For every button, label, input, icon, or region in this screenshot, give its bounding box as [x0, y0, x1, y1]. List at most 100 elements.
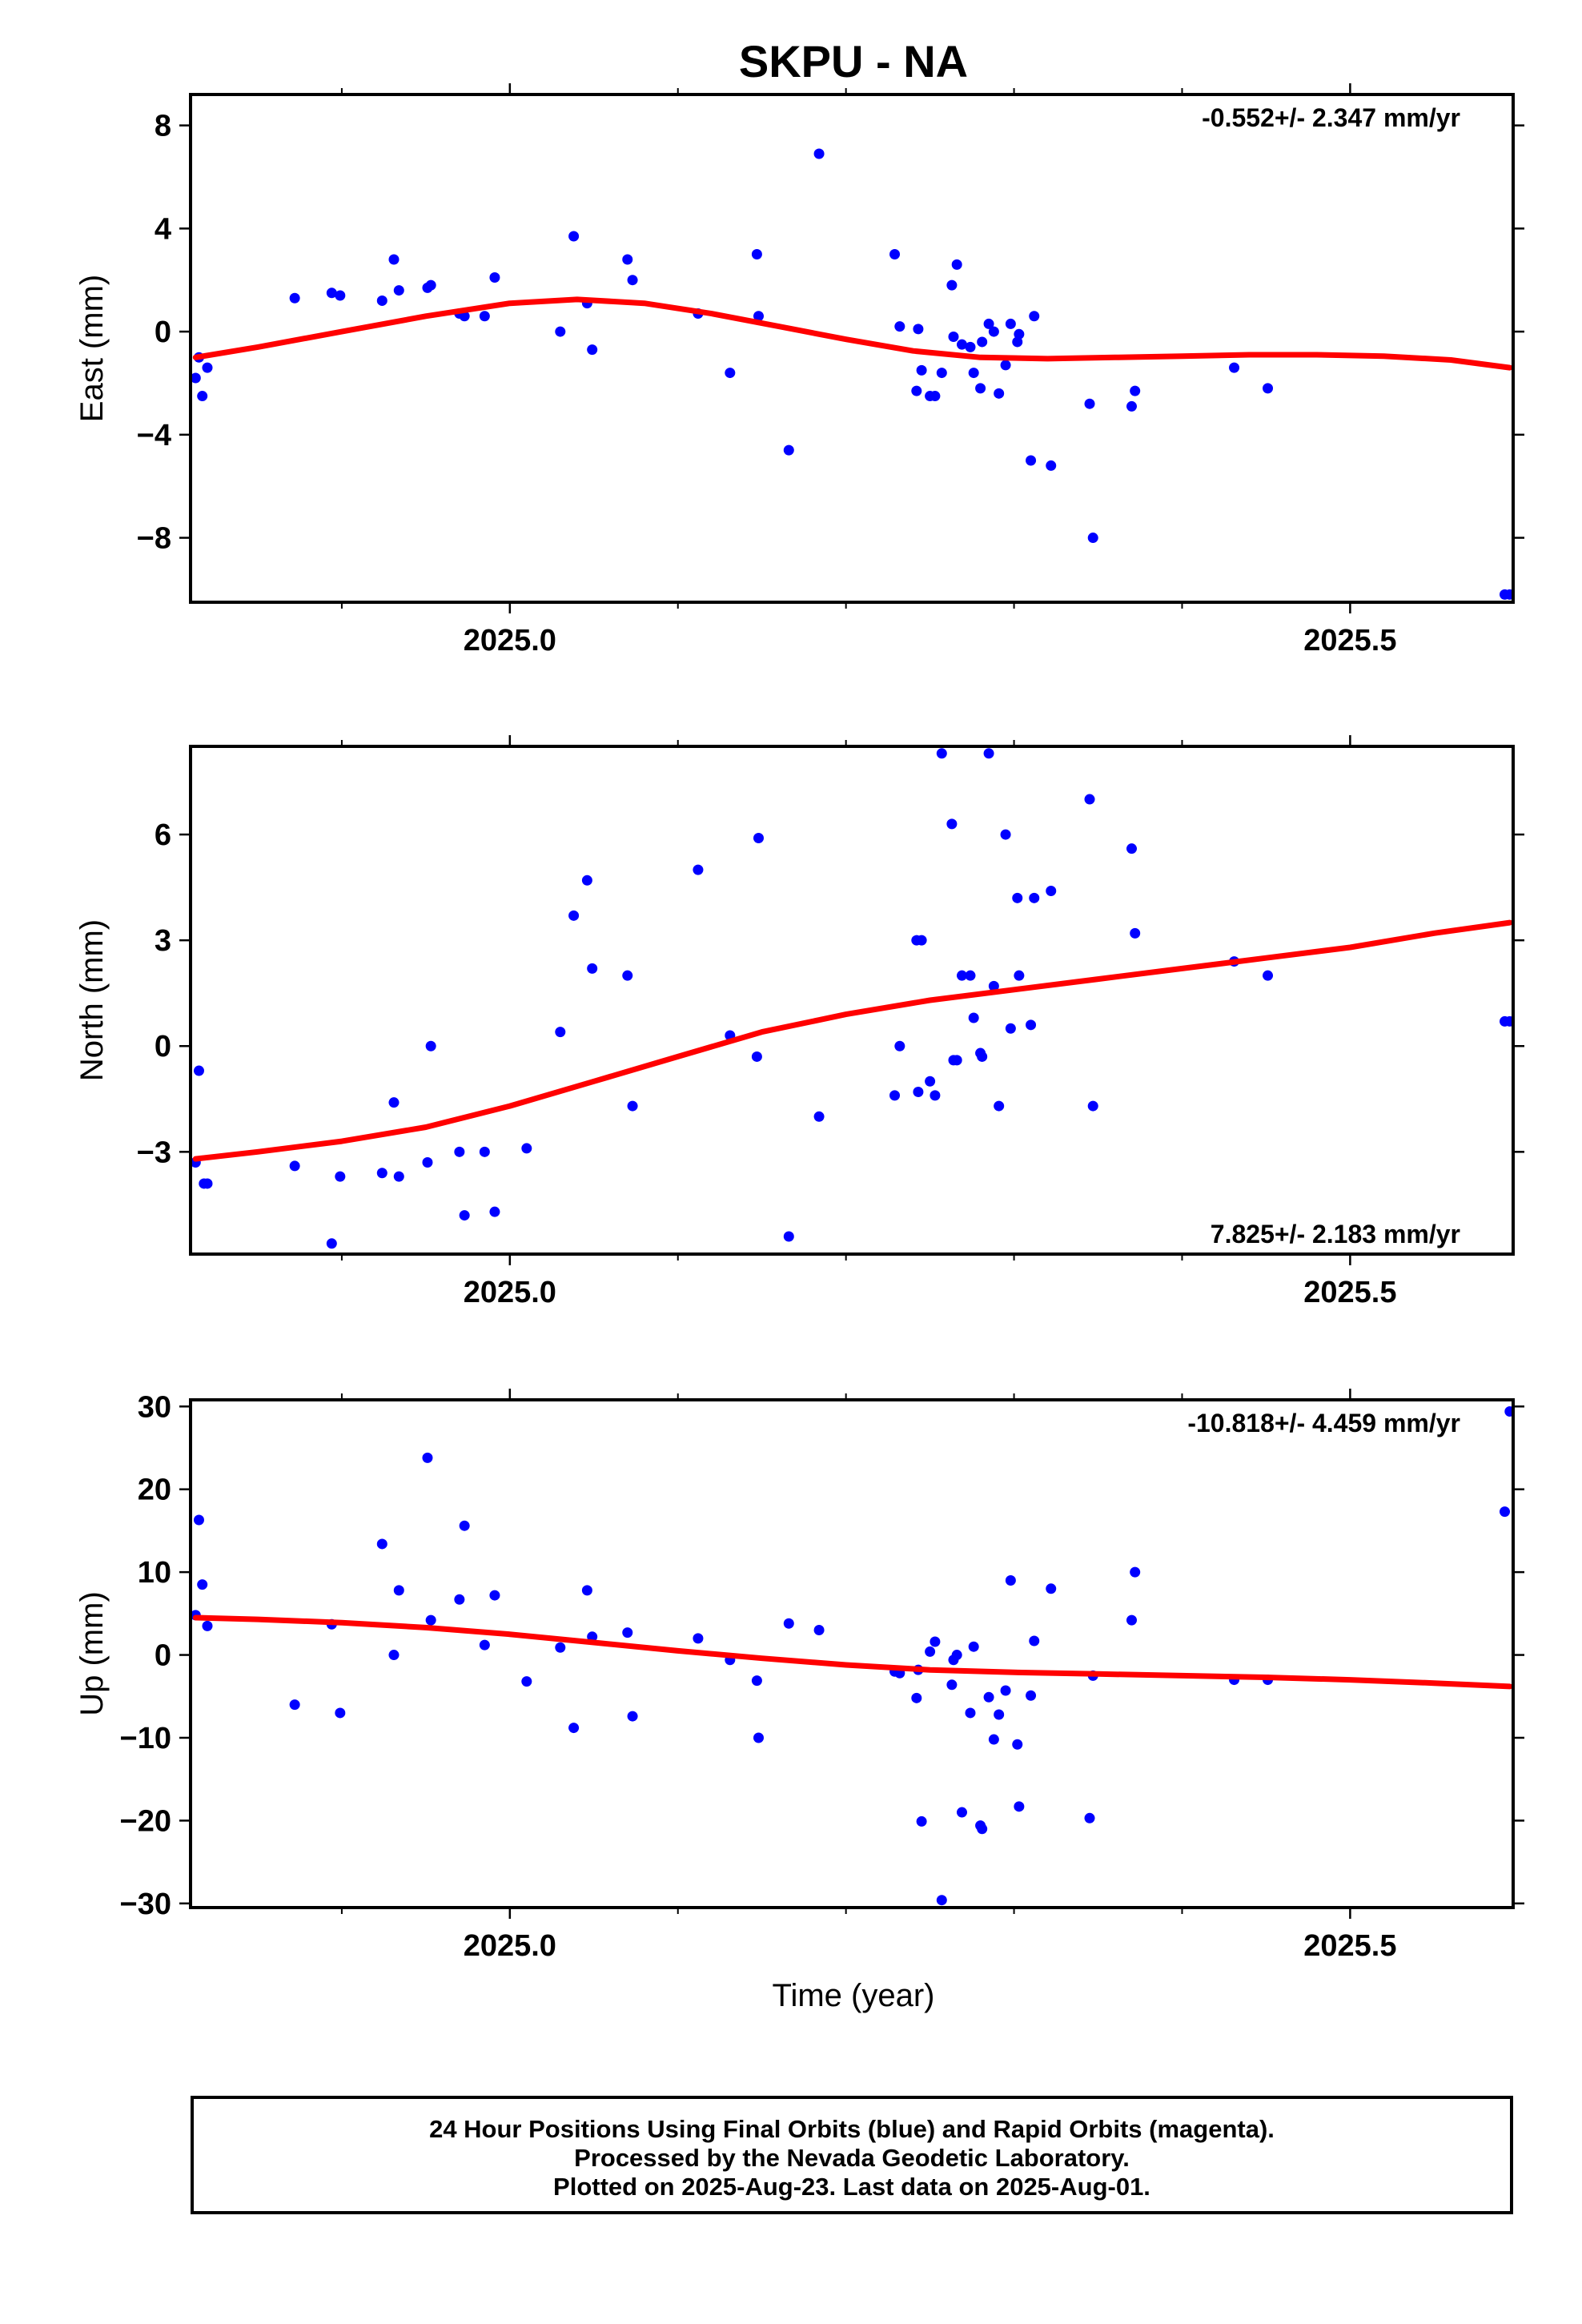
y-tick-label: 0	[155, 316, 171, 349]
data-point	[693, 864, 704, 875]
data-point	[1263, 383, 1274, 394]
data-point	[335, 1171, 346, 1182]
y-tick-label: −3	[137, 1136, 171, 1169]
data-point	[454, 1146, 465, 1157]
data-point	[459, 1520, 470, 1531]
data-point	[965, 341, 976, 352]
data-point	[479, 1146, 490, 1157]
data-point	[1029, 892, 1040, 903]
plot-frame	[189, 93, 1515, 604]
data-point	[581, 1585, 592, 1596]
y-tick-label: 0	[155, 1639, 171, 1673]
data-point	[977, 1051, 988, 1062]
data-point	[1029, 311, 1040, 322]
data-point	[988, 980, 999, 991]
x-tick-label: 2025.5	[1303, 1276, 1396, 1309]
data-point	[622, 970, 633, 981]
x-tick-label: 2025.0	[464, 1929, 556, 1963]
data-point	[1012, 336, 1023, 348]
info-box: 24 Hour Positions Using Final Orbits (bl…	[191, 2096, 1513, 2214]
data-point	[946, 1679, 958, 1691]
info-line-plotted: Plotted on 2025-Aug-23. Last data on 202…	[553, 2173, 1150, 2201]
y-tick-label: 30	[138, 1390, 171, 1424]
data-point	[622, 1627, 633, 1638]
data-point	[393, 1171, 404, 1182]
info-line-processed: Processed by the Nevada Geodetic Laborat…	[574, 2144, 1130, 2172]
data-point	[951, 1055, 962, 1066]
x-tick-label: 2025.5	[1303, 624, 1396, 657]
y-tick-label: 4	[155, 212, 171, 246]
data-point	[1130, 385, 1141, 396]
data-point	[930, 391, 941, 402]
data-point	[936, 368, 947, 379]
data-point	[1084, 794, 1095, 805]
data-point	[1026, 1690, 1037, 1701]
data-point	[521, 1143, 532, 1154]
data-point	[425, 1614, 436, 1626]
y-tick-label: −30	[120, 1888, 171, 1921]
data-point	[568, 231, 580, 242]
data-point	[988, 326, 999, 337]
data-point	[1130, 927, 1141, 939]
data-point	[925, 1076, 936, 1087]
data-point	[555, 1642, 566, 1653]
data-point	[911, 1692, 922, 1703]
data-point	[913, 324, 924, 335]
data-point	[1029, 1635, 1040, 1647]
data-point	[422, 1452, 433, 1463]
data-point	[425, 1040, 436, 1051]
data-point	[1504, 1015, 1513, 1027]
data-point	[693, 1633, 704, 1644]
data-point	[1046, 1583, 1057, 1594]
data-point	[1126, 400, 1138, 412]
data-point	[968, 1012, 979, 1023]
data-point	[459, 1210, 470, 1221]
data-point	[946, 818, 958, 830]
data-point	[1000, 1685, 1011, 1696]
data-point	[627, 1711, 638, 1722]
data-point	[951, 259, 962, 270]
data-point	[202, 1178, 213, 1189]
data-point	[555, 1027, 566, 1038]
info-line-orbits: 24 Hour Positions Using Final Orbits (bl…	[429, 2115, 1275, 2143]
data-point	[751, 249, 762, 260]
data-point	[521, 1676, 532, 1687]
data-point	[627, 1100, 638, 1112]
x-tick-label: 2025.0	[464, 1276, 556, 1309]
data-point	[326, 1238, 337, 1249]
data-point	[197, 1579, 208, 1590]
data-point	[813, 1111, 825, 1122]
data-point	[479, 1639, 490, 1651]
data-point	[813, 1625, 825, 1636]
data-point	[1000, 829, 1011, 840]
data-point	[376, 295, 387, 306]
y-tick-label: 8	[155, 110, 171, 143]
data-point	[1046, 460, 1057, 471]
data-point	[335, 1707, 346, 1719]
data-point	[489, 271, 500, 283]
data-point	[202, 1620, 213, 1631]
data-point	[956, 339, 967, 350]
data-point	[581, 875, 592, 886]
trend-line	[192, 919, 1513, 1162]
data-point	[197, 391, 208, 402]
y-tick-label: −4	[137, 419, 171, 452]
data-point	[936, 1895, 947, 1906]
y-tick-label: −8	[137, 522, 171, 556]
data-point	[994, 1709, 1005, 1720]
data-point	[622, 254, 633, 265]
y-tick-label: 6	[155, 818, 171, 852]
data-point	[988, 1734, 999, 1745]
data-point	[894, 321, 905, 332]
data-point	[454, 1594, 465, 1605]
data-point	[1087, 533, 1098, 544]
y-axis-label: East (mm)	[74, 275, 110, 422]
chart-title: SKPU - NA	[739, 36, 968, 86]
data-point	[753, 1732, 764, 1743]
data-point	[968, 1641, 979, 1652]
data-point	[1014, 970, 1025, 981]
data-point	[202, 362, 213, 373]
data-point	[783, 1618, 794, 1629]
data-point	[916, 1815, 927, 1827]
data-point	[1000, 360, 1011, 371]
